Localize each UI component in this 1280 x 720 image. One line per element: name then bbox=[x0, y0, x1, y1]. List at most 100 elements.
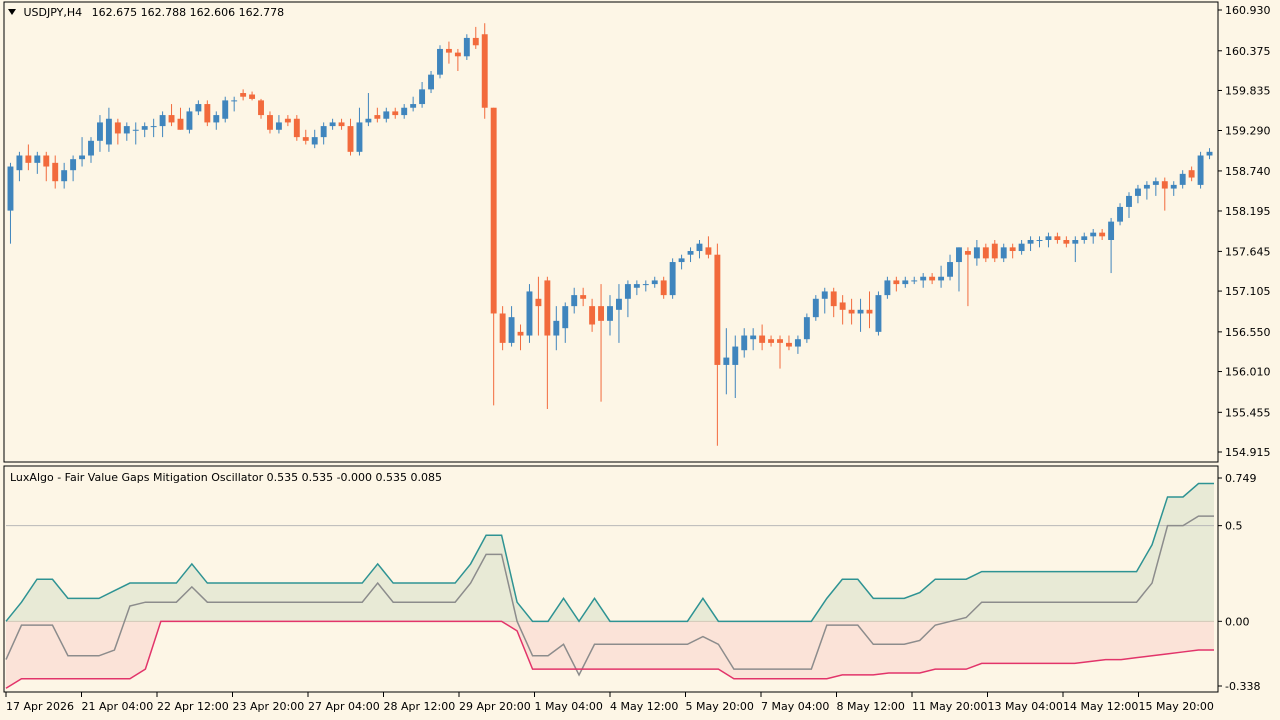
candle-body bbox=[123, 126, 130, 134]
symbol-header[interactable]: USDJPY,H4 162.675 162.788 162.606 162.77… bbox=[8, 6, 284, 19]
price-tick-label: 158.195 bbox=[1225, 205, 1271, 218]
time-axis: 17 Apr 2026 21 Apr 04:00 22 Apr 12:00 23 Ap… bbox=[5, 692, 1214, 713]
price-tick-label: 154.915 bbox=[1225, 446, 1271, 459]
candle bbox=[123, 122, 130, 141]
candle-body bbox=[1197, 155, 1204, 185]
candle-body bbox=[1108, 221, 1115, 241]
time-tick-label: 1 May 04:00 bbox=[535, 700, 603, 713]
candle bbox=[347, 118, 354, 156]
candle-body bbox=[956, 247, 962, 263]
candle-body bbox=[768, 339, 775, 343]
price-tick-label: 157.105 bbox=[1225, 285, 1271, 298]
oscillator-title: LuxAlgo - Fair Value Gaps Mitigation Osc… bbox=[10, 471, 443, 484]
candle-body bbox=[884, 280, 891, 296]
candle-body bbox=[114, 122, 121, 134]
candle bbox=[803, 313, 810, 343]
candle bbox=[526, 284, 533, 343]
candle-body bbox=[267, 115, 273, 130]
candle-body bbox=[875, 295, 882, 332]
candle bbox=[1126, 192, 1132, 218]
candle-body bbox=[741, 335, 748, 351]
chevron-down-icon[interactable] bbox=[8, 9, 16, 15]
candle-body bbox=[1161, 181, 1168, 189]
candle-body bbox=[258, 100, 264, 116]
candle-body bbox=[750, 335, 757, 340]
candle bbox=[302, 129, 309, 145]
time-tick-label: 23 Apr 20:00 bbox=[233, 700, 305, 713]
candle bbox=[1117, 203, 1123, 226]
time-tick-label: 7 May 04:00 bbox=[761, 700, 829, 713]
candle bbox=[1000, 243, 1007, 263]
price-tick-label: 156.550 bbox=[1225, 326, 1271, 339]
time-tick-label: 4 May 12:00 bbox=[610, 700, 678, 713]
candle-body bbox=[991, 243, 998, 259]
candle bbox=[159, 111, 166, 138]
candle-body bbox=[902, 280, 909, 285]
oscillator-layer bbox=[5, 482, 1214, 689]
candle-body bbox=[374, 115, 381, 119]
candle-body bbox=[1063, 240, 1070, 244]
candle-body bbox=[866, 309, 873, 314]
candle bbox=[410, 96, 417, 112]
candle-body bbox=[499, 313, 506, 343]
candle bbox=[428, 70, 434, 94]
candle-body bbox=[1027, 240, 1034, 244]
price-tick-label: 158.740 bbox=[1225, 165, 1271, 178]
candle-body bbox=[786, 342, 792, 347]
candle-body bbox=[490, 107, 497, 314]
candle bbox=[275, 115, 282, 134]
time-tick-label: 29 Apr 20:00 bbox=[459, 700, 531, 713]
candle bbox=[982, 243, 989, 263]
candle-body bbox=[177, 118, 184, 130]
time-tick-label: 14 May 12:00 bbox=[1063, 700, 1138, 713]
candle-body bbox=[437, 48, 443, 75]
candle bbox=[544, 276, 551, 410]
candle-body bbox=[302, 137, 309, 141]
candle bbox=[875, 291, 882, 336]
time-tick-label: 22 Apr 12:00 bbox=[157, 700, 229, 713]
candle bbox=[920, 273, 927, 288]
candle bbox=[7, 162, 14, 244]
candle bbox=[61, 162, 68, 189]
candle bbox=[43, 151, 50, 182]
symbol-title: USDJPY,H4 bbox=[23, 6, 83, 19]
candle bbox=[499, 306, 506, 351]
candle-body bbox=[848, 309, 855, 314]
candle-body bbox=[1090, 232, 1097, 237]
ohlc-readout: 162.675 162.788 162.606 162.778 bbox=[91, 6, 285, 19]
candle-body bbox=[168, 115, 175, 123]
price-panel-frame[interactable] bbox=[3, 1, 1219, 463]
candle-body bbox=[1054, 236, 1061, 241]
candle bbox=[240, 89, 247, 101]
candle-body bbox=[607, 306, 613, 321]
candle-body bbox=[1126, 195, 1132, 207]
candle-body bbox=[714, 254, 721, 365]
candle bbox=[759, 324, 766, 351]
candle bbox=[186, 107, 193, 134]
candle-body bbox=[1134, 188, 1141, 196]
price-axis: 160.930 160.375 159.835 159.290 158.740 158.1… bbox=[1218, 4, 1271, 459]
candle-body bbox=[1072, 240, 1079, 244]
candle bbox=[320, 122, 327, 145]
candle bbox=[1045, 232, 1052, 248]
candle-body bbox=[7, 166, 14, 211]
candle-body bbox=[938, 276, 945, 281]
candle-body bbox=[893, 280, 900, 285]
candle bbox=[490, 107, 497, 406]
candle-body bbox=[365, 118, 372, 123]
candle bbox=[204, 100, 211, 127]
candle bbox=[150, 118, 157, 138]
price-tick-label: 155.455 bbox=[1225, 406, 1271, 419]
candle bbox=[651, 276, 658, 288]
candle bbox=[1036, 236, 1043, 248]
candle-body bbox=[481, 34, 488, 108]
candle bbox=[213, 111, 220, 130]
candle bbox=[195, 100, 202, 116]
candle bbox=[168, 104, 175, 127]
candle bbox=[929, 273, 936, 285]
candle bbox=[311, 129, 318, 149]
bear-area-fill bbox=[6, 621, 1214, 689]
candle-body bbox=[553, 320, 560, 336]
candle-body bbox=[275, 122, 282, 130]
